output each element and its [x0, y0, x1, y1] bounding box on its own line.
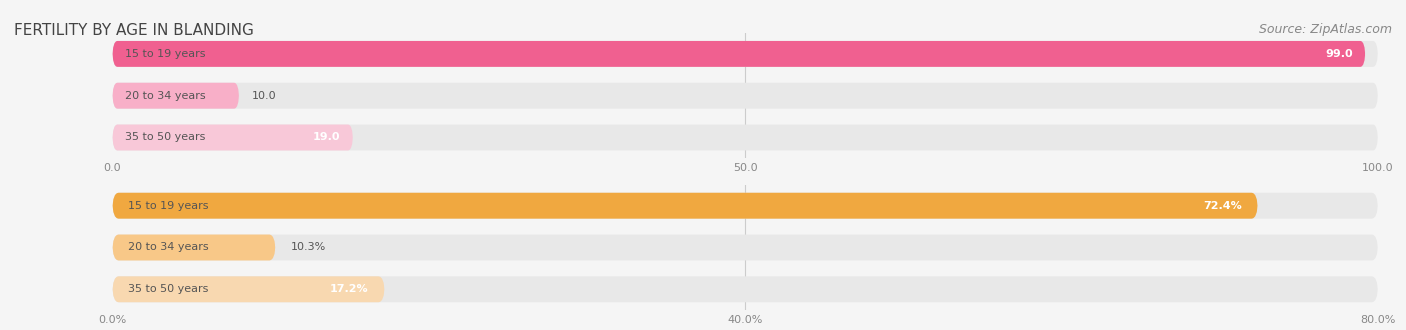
Text: 10.3%: 10.3% — [291, 243, 326, 252]
Text: 17.2%: 17.2% — [330, 284, 368, 294]
Text: 35 to 50 years: 35 to 50 years — [125, 133, 205, 143]
Text: 10.0: 10.0 — [252, 91, 277, 101]
FancyBboxPatch shape — [112, 83, 1378, 109]
FancyBboxPatch shape — [112, 124, 1378, 150]
FancyBboxPatch shape — [112, 41, 1365, 67]
FancyBboxPatch shape — [112, 193, 1258, 219]
Text: 19.0: 19.0 — [312, 133, 340, 143]
FancyBboxPatch shape — [112, 235, 1378, 260]
FancyBboxPatch shape — [112, 124, 353, 150]
FancyBboxPatch shape — [112, 276, 385, 302]
Text: 20 to 34 years: 20 to 34 years — [128, 243, 209, 252]
FancyBboxPatch shape — [112, 83, 239, 109]
Text: 20 to 34 years: 20 to 34 years — [125, 91, 205, 101]
Text: 15 to 19 years: 15 to 19 years — [125, 49, 205, 59]
Text: 72.4%: 72.4% — [1204, 201, 1241, 211]
Text: 99.0: 99.0 — [1324, 49, 1353, 59]
Text: FERTILITY BY AGE IN BLANDING: FERTILITY BY AGE IN BLANDING — [14, 23, 254, 38]
Text: 15 to 19 years: 15 to 19 years — [128, 201, 209, 211]
FancyBboxPatch shape — [112, 235, 276, 260]
FancyBboxPatch shape — [112, 41, 1378, 67]
Text: 35 to 50 years: 35 to 50 years — [128, 284, 208, 294]
Text: Source: ZipAtlas.com: Source: ZipAtlas.com — [1258, 23, 1392, 36]
FancyBboxPatch shape — [112, 193, 1378, 219]
FancyBboxPatch shape — [112, 276, 1378, 302]
